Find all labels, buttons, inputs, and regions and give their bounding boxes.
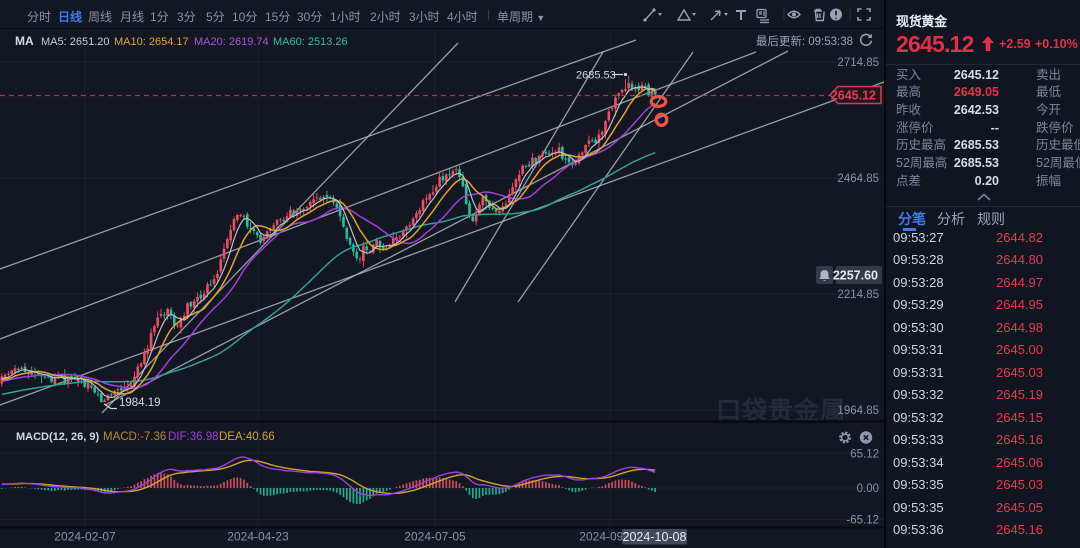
svg-text:0.00: 0.00 (857, 483, 879, 495)
svg-text:MA10: 2654.17: MA10: 2654.17 (114, 36, 189, 48)
svg-text:DIF:36.98: DIF:36.98 (168, 431, 219, 443)
svg-text:2024-07-05: 2024-07-05 (404, 530, 466, 544)
svg-text:1964.85: 1964.85 (837, 405, 879, 417)
svg-text:MA60: 2513.26: MA60: 2513.26 (273, 36, 348, 48)
svg-text:65.12: 65.12 (850, 449, 879, 461)
svg-text:口袋贵金属: 口袋贵金属 (716, 396, 846, 425)
svg-text:MA: MA (15, 34, 34, 48)
svg-text:MA20: 2619.74: MA20: 2619.74 (194, 36, 269, 48)
svg-text:2257.60: 2257.60 (833, 269, 878, 283)
svg-text:2714.85: 2714.85 (837, 57, 879, 69)
svg-text:2685.53: 2685.53 (576, 70, 616, 82)
svg-text:MA5: 2651.20: MA5: 2651.20 (41, 36, 110, 48)
svg-text:2464.85: 2464.85 (837, 173, 879, 185)
svg-text:2024-10-08: 2024-10-08 (623, 530, 687, 544)
svg-text:2024-04-23: 2024-04-23 (227, 530, 289, 544)
svg-text:DEA:40.66: DEA:40.66 (219, 431, 275, 443)
svg-text:MACD:-7.36: MACD:-7.36 (103, 431, 166, 443)
svg-text:2645.12: 2645.12 (831, 89, 876, 103)
svg-text:2214.85: 2214.85 (837, 289, 879, 301)
svg-text:1984.19: 1984.19 (119, 397, 161, 409)
svg-text:-65.12: -65.12 (846, 515, 879, 527)
svg-text:MACD(12, 26, 9): MACD(12, 26, 9) (16, 431, 99, 443)
svg-text:2024-02-07: 2024-02-07 (54, 530, 116, 544)
